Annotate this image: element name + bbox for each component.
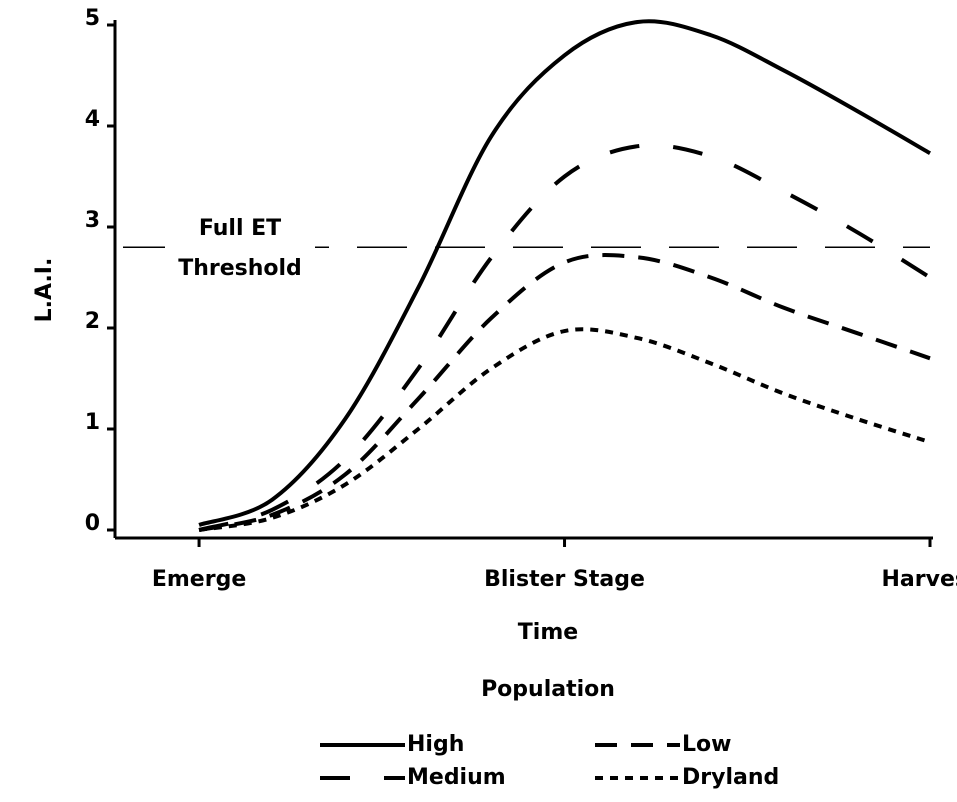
legend-title: Population	[481, 677, 615, 702]
series-line	[198, 327, 931, 532]
x-axis-label: Time	[518, 620, 578, 645]
legend-label: Dryland	[682, 765, 779, 790]
legend-label: High	[407, 732, 464, 757]
y-tick-label: 5	[85, 6, 100, 31]
y-tick-label: 0	[85, 511, 100, 536]
y-tick-label: 4	[85, 107, 100, 132]
x-tick-label: Blister Stage	[484, 567, 645, 592]
y-tick-label: 3	[85, 208, 100, 233]
legend-label: Low	[682, 732, 731, 757]
series-line	[198, 19, 932, 527]
threshold-label-bg	[165, 217, 315, 278]
y-tick-label: 1	[85, 410, 100, 435]
y-tick-label: 2	[85, 309, 100, 334]
x-tick-label: Emerge	[152, 567, 246, 592]
legend-label: Medium	[407, 765, 506, 790]
series-line	[198, 253, 931, 532]
y-axis-label: L.A.I.	[32, 258, 57, 323]
x-tick-label: Harvest	[882, 567, 957, 592]
series-line	[198, 143, 932, 532]
threshold-label: Full ET	[199, 216, 281, 241]
threshold-label: Threshold	[178, 256, 302, 281]
